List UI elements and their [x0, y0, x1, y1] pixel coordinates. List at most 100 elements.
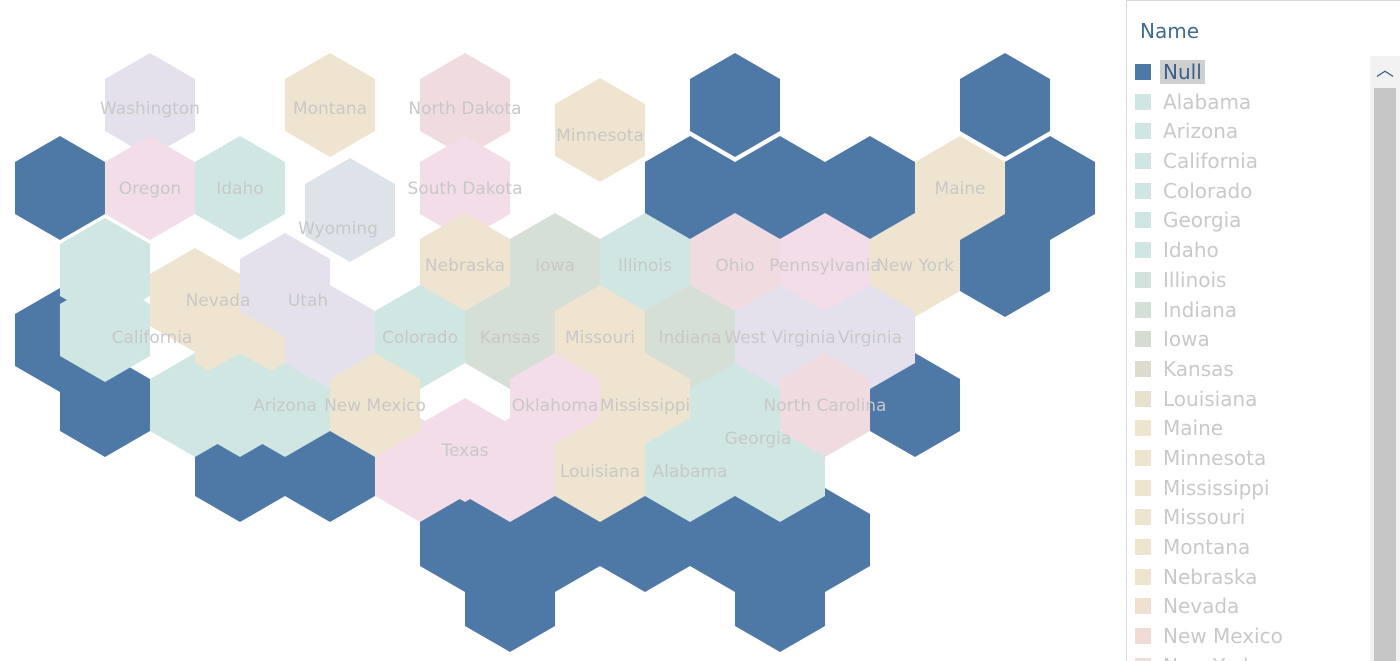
legend-swatch	[1135, 93, 1151, 110]
state-hex[interactable]	[644, 285, 736, 389]
legend-swatch	[1135, 479, 1151, 496]
state-label: Maine	[934, 179, 985, 199]
legend-item-label: Georgia	[1163, 208, 1242, 233]
legend-item[interactable]: Nevada	[1135, 592, 1367, 622]
legend-swatch	[1135, 598, 1151, 615]
legend-item[interactable]: Arizona	[1135, 117, 1367, 147]
state-hex[interactable]	[194, 353, 286, 457]
state-label: Colorado	[382, 328, 458, 348]
legend-item[interactable]: Iowa	[1135, 325, 1367, 355]
legend-title: Name	[1140, 19, 1200, 43]
state-hex[interactable]	[869, 213, 961, 317]
state-label: Iowa	[535, 256, 575, 276]
legend-item-label: Iowa	[1163, 327, 1210, 352]
null-hex	[824, 136, 916, 240]
null-hex	[734, 548, 826, 652]
state-hex[interactable]	[554, 418, 646, 522]
legend-list: Null Alabama Arizona California Colorado Geor…	[1135, 58, 1367, 661]
legend-item[interactable]: Georgia	[1135, 206, 1367, 236]
chevron-up-icon[interactable]: ︿	[1376, 60, 1394, 81]
state-hex[interactable]	[149, 248, 241, 352]
state-hex[interactable]	[419, 136, 511, 240]
state-hex[interactable]	[644, 418, 736, 522]
legend-swatch	[1135, 301, 1151, 318]
legend-item[interactable]: Mississippi	[1135, 474, 1367, 504]
state-label: Minnesota	[556, 126, 644, 146]
state-hex[interactable]	[734, 285, 826, 389]
state-hex[interactable]	[284, 53, 376, 157]
legend-item[interactable]: Illinois	[1135, 266, 1367, 296]
state-label: Oklahoma	[512, 396, 599, 416]
legend-item[interactable]: Maine	[1135, 414, 1367, 444]
state-hex[interactable]	[304, 158, 396, 262]
legend-swatch	[1135, 212, 1151, 229]
legend-item-label: New York	[1160, 654, 1258, 661]
legend-item[interactable]: Nebraska	[1135, 563, 1367, 593]
legend-swatch	[1135, 390, 1151, 407]
scroll-thumb[interactable]	[1374, 88, 1396, 661]
state-hex[interactable]	[689, 213, 781, 317]
legend-item[interactable]: Montana	[1135, 533, 1367, 563]
legend-item[interactable]: New Mexico	[1135, 622, 1367, 652]
state-label: Idaho	[216, 179, 263, 199]
legend-item[interactable]: Null	[1135, 58, 1367, 88]
state-label: Arizona	[253, 396, 317, 416]
state-hex[interactable]	[824, 285, 916, 389]
state-hex[interactable]	[599, 213, 691, 317]
legend-item[interactable]: California	[1135, 147, 1367, 177]
legend-item[interactable]: Alabama	[1135, 88, 1367, 118]
legend-item-label: California	[1163, 149, 1258, 174]
state-hex[interactable]	[194, 136, 286, 240]
state-label: North Carolina	[764, 396, 887, 416]
null-hex	[959, 53, 1051, 157]
state-label: Wyoming	[298, 219, 378, 239]
state-label: Indiana	[659, 328, 722, 348]
legend-swatch	[1135, 153, 1151, 170]
state-hex[interactable]	[104, 53, 196, 157]
state-hex[interactable]	[59, 278, 151, 382]
legend-item-label: Null	[1160, 60, 1205, 84]
state-hex[interactable]	[779, 213, 871, 317]
state-hex[interactable]	[509, 213, 601, 317]
state-label: Washington	[100, 99, 200, 119]
state-label: South Dakota	[407, 179, 522, 199]
state-label: California	[112, 328, 193, 348]
legend-item[interactable]: Louisiana	[1135, 385, 1367, 415]
legend-item[interactable]: Idaho	[1135, 236, 1367, 266]
legend-swatch	[1135, 657, 1151, 661]
state-hex[interactable]	[554, 285, 646, 389]
null-hex	[689, 53, 781, 157]
legend-item[interactable]: Missouri	[1135, 503, 1367, 533]
state-hex[interactable]	[419, 398, 511, 502]
legend-item[interactable]: Minnesota	[1135, 444, 1367, 474]
state-label: Louisiana	[560, 462, 640, 482]
legend-item[interactable]: Kansas	[1135, 355, 1367, 385]
state-hex[interactable]	[239, 233, 331, 337]
null-hex	[14, 136, 106, 240]
null-hex	[1004, 136, 1096, 240]
legend-scrollbar[interactable]: ︿	[1370, 56, 1400, 661]
legend-swatch	[1135, 628, 1151, 645]
state-hex[interactable]	[779, 353, 871, 457]
legend-item[interactable]: Indiana	[1135, 296, 1367, 326]
legend-item-label: Kansas	[1163, 356, 1234, 381]
state-label: Nevada	[186, 291, 251, 311]
state-hex[interactable]	[104, 136, 196, 240]
legend-item[interactable]: New York	[1135, 652, 1367, 661]
legend-item-label: Minnesota	[1163, 445, 1267, 470]
state-hex[interactable]	[329, 353, 421, 457]
state-hex[interactable]	[419, 53, 511, 157]
state-hex[interactable]	[464, 285, 556, 389]
state-hex[interactable]	[554, 78, 646, 182]
state-hex[interactable]	[419, 213, 511, 317]
state-label: Texas	[441, 441, 489, 461]
legend-item-label: Arizona	[1163, 119, 1239, 144]
state-label: New York	[876, 256, 954, 276]
legend-swatch	[1135, 539, 1151, 555]
legend-item[interactable]: Colorado	[1135, 177, 1367, 207]
legend-item-label: Alabama	[1163, 89, 1252, 114]
state-hex[interactable]	[374, 285, 466, 389]
state-hex[interactable]	[914, 136, 1006, 240]
legend-swatch	[1135, 182, 1151, 199]
legend-item-label: New Mexico	[1163, 624, 1283, 649]
